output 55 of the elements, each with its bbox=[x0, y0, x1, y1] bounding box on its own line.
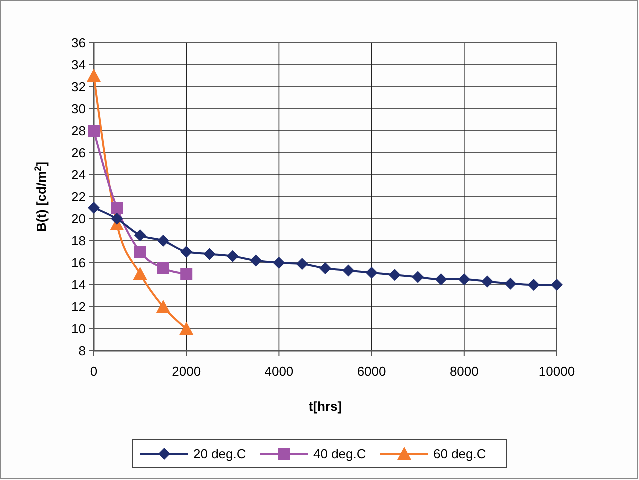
y-tick-label: 24 bbox=[72, 168, 86, 183]
point bbox=[134, 246, 146, 258]
y-tick-label: 14 bbox=[72, 278, 86, 293]
point bbox=[273, 257, 286, 269]
x-tick-label: 0 bbox=[90, 364, 98, 379]
x-tick-label: 8000 bbox=[450, 364, 479, 379]
point bbox=[551, 279, 563, 291]
point bbox=[134, 230, 146, 242]
x-axis-title: t[hrs] bbox=[308, 399, 342, 414]
y-tick-label: 10 bbox=[72, 322, 86, 337]
point bbox=[204, 248, 216, 260]
point bbox=[250, 254, 262, 267]
point bbox=[87, 69, 101, 82]
point bbox=[156, 300, 170, 313]
point bbox=[504, 278, 517, 290]
x-tick-label: 4000 bbox=[264, 364, 294, 379]
point bbox=[458, 274, 470, 286]
point bbox=[133, 267, 148, 280]
point bbox=[180, 322, 194, 335]
point bbox=[412, 271, 424, 284]
point bbox=[88, 202, 100, 214]
point bbox=[388, 269, 401, 282]
point bbox=[482, 276, 494, 288]
x-tick-label: 10000 bbox=[538, 364, 576, 379]
y-tick-label: 32 bbox=[72, 80, 86, 95]
y-tick-label: 20 bbox=[72, 212, 86, 227]
x-tick-label: 6000 bbox=[357, 364, 386, 379]
y-tick-label: 16 bbox=[72, 256, 86, 271]
legend-label: 60 deg.C bbox=[434, 446, 486, 462]
point bbox=[528, 279, 540, 291]
point bbox=[157, 262, 170, 274]
point bbox=[226, 250, 239, 262]
y-tick-label: 28 bbox=[72, 124, 86, 139]
point bbox=[180, 246, 193, 258]
point bbox=[435, 274, 448, 286]
legend-label: 40 deg.C bbox=[314, 446, 366, 462]
point bbox=[320, 262, 332, 274]
point bbox=[180, 268, 193, 280]
point bbox=[88, 125, 100, 137]
y-tick-label: 8 bbox=[78, 344, 86, 359]
y-tick-label: 26 bbox=[72, 146, 86, 161]
x-tick-label: 2000 bbox=[172, 364, 202, 379]
point bbox=[342, 264, 355, 277]
y-tick-label: 36 bbox=[72, 36, 86, 51]
y-tick-label: 30 bbox=[72, 102, 86, 117]
y-tick-label: 12 bbox=[72, 300, 86, 315]
point bbox=[366, 266, 378, 279]
y-tick-label: 22 bbox=[72, 190, 86, 205]
legend-label: 20 deg.C bbox=[194, 446, 246, 462]
y-tick-label: 34 bbox=[72, 58, 86, 73]
point bbox=[296, 258, 308, 270]
point bbox=[111, 202, 124, 214]
point bbox=[111, 213, 124, 225]
point bbox=[157, 235, 170, 247]
y-tick-label: 18 bbox=[72, 234, 86, 249]
